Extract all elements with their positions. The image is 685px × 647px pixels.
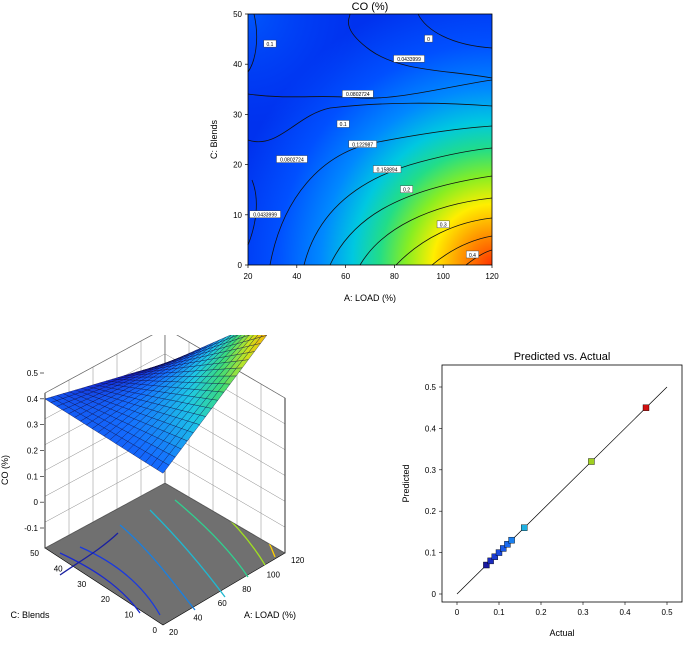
contour-xlabel: A: LOAD (%) — [344, 293, 396, 303]
z-tick-label: 0 — [34, 498, 39, 507]
x-tick-label: 20 — [244, 272, 253, 281]
z-tick-label: 0.5 — [27, 369, 39, 378]
surface-xlabel: A: LOAD (%) — [244, 610, 296, 620]
y-tick-label: 10 — [233, 211, 242, 220]
contour-label: 0.0433999 — [397, 57, 421, 63]
c-tick-label: 10 — [124, 611, 133, 620]
y-tick-label: 0.2 — [425, 507, 437, 516]
contour-label: 0.1 — [266, 42, 273, 48]
y-tick-label: 40 — [233, 60, 242, 69]
contour-label: 0.1 — [340, 122, 347, 128]
c-tick-label: 0 — [153, 626, 158, 635]
data-point — [509, 537, 515, 543]
z-tick-label: 0.2 — [27, 447, 39, 456]
contour-label: 0.0802724 — [280, 157, 304, 163]
data-point — [643, 405, 649, 411]
x-tick-label: 60 — [341, 272, 350, 281]
x-tick-label: 40 — [292, 272, 301, 281]
z-tick-label: -0.1 — [24, 524, 38, 533]
x-tick-label: 0.3 — [577, 608, 589, 617]
data-point — [521, 525, 527, 531]
surface-panel: 0.5 0.4 0.3 0.2 0.1 0 -0.1 CO (%) 0 10 20 30 40 50 C: … — [0, 335, 320, 642]
contour-label: 0 — [427, 37, 430, 43]
y-tick-label: 20 — [233, 161, 242, 170]
predicted-vs-actual-plot: Predicted vs. Actual 0 0.1 0.2 0.3 0.4 0.5 0 0.1… — [395, 345, 685, 642]
y-tick-label: 0.4 — [425, 424, 437, 433]
contour-plot: 0.1 0 0.0433999 0.0802724 0.1 0.122987 0.08027… — [200, 0, 510, 305]
surface-plot: 0.5 0.4 0.3 0.2 0.1 0 -0.1 CO (%) 0 10 20 30 40 50 C: … — [0, 335, 320, 642]
a-tick-label: 120 — [291, 556, 305, 565]
contour-label: 0.3 — [440, 223, 447, 229]
z-tick-label: 0.1 — [27, 472, 39, 481]
a-tick-label: 80 — [242, 585, 251, 594]
y-tick-label: 0 — [238, 261, 243, 270]
y-tick-label: 50 — [233, 10, 242, 19]
contour-fill-overlay — [248, 14, 492, 265]
scatter-title: Predicted vs. Actual — [514, 351, 611, 363]
contour-panel: 0.1 0 0.0433999 0.0802724 0.1 0.122987 0.08027… — [200, 0, 510, 305]
contour-label: 0.4 — [469, 253, 476, 259]
contour-label: 0.2 — [403, 188, 410, 194]
x-tick-label: 120 — [485, 272, 499, 281]
a-tick-label: 100 — [267, 570, 281, 579]
c-tick-label: 30 — [77, 580, 86, 589]
a-tick-label: 20 — [169, 628, 178, 637]
scatter-panel: Predicted vs. Actual 0 0.1 0.2 0.3 0.4 0.5 0 0.1… — [395, 345, 685, 642]
y-tick-label: 30 — [233, 110, 242, 119]
y-tick-label: 0 — [432, 590, 437, 599]
data-point — [588, 459, 594, 465]
x-tick-label: 80 — [390, 272, 399, 281]
c-tick-label: 50 — [30, 549, 39, 558]
contour-title: CO (%) — [352, 1, 389, 13]
c-tick-label: 20 — [101, 595, 110, 604]
c-tick-label: 40 — [54, 564, 63, 573]
z-tick-label: 0.3 — [27, 421, 39, 430]
x-tick-label: 0.4 — [619, 608, 631, 617]
z-tick-label: 0.4 — [27, 395, 39, 404]
scatter-frame — [442, 365, 682, 602]
x-tick-label: 0.1 — [493, 608, 505, 617]
surface-zlabel: CO (%) — [0, 455, 10, 485]
contour-label: 0.158894 — [377, 167, 398, 173]
y-tick-label: 0.5 — [425, 383, 437, 392]
x-tick-label: 0 — [455, 608, 460, 617]
contour-label: 0.0433999 — [253, 213, 277, 219]
scatter-xlabel: Actual — [549, 628, 574, 638]
a-tick-label: 60 — [218, 599, 227, 608]
contour-label: 0.122987 — [352, 142, 373, 148]
y-tick-label: 0.3 — [425, 466, 437, 475]
scatter-ylabel: Predicted — [401, 464, 411, 502]
x-tick-label: 0.2 — [535, 608, 547, 617]
surface-ylabel: C: Blends — [10, 610, 50, 620]
contour-ylabel: C: Blends — [209, 119, 219, 159]
x-tick-label: 0.5 — [661, 608, 673, 617]
x-tick-label: 100 — [437, 272, 451, 281]
contour-label: 0.0802724 — [346, 92, 370, 98]
y-tick-label: 0.1 — [425, 549, 437, 558]
a-tick-label: 40 — [193, 614, 202, 623]
